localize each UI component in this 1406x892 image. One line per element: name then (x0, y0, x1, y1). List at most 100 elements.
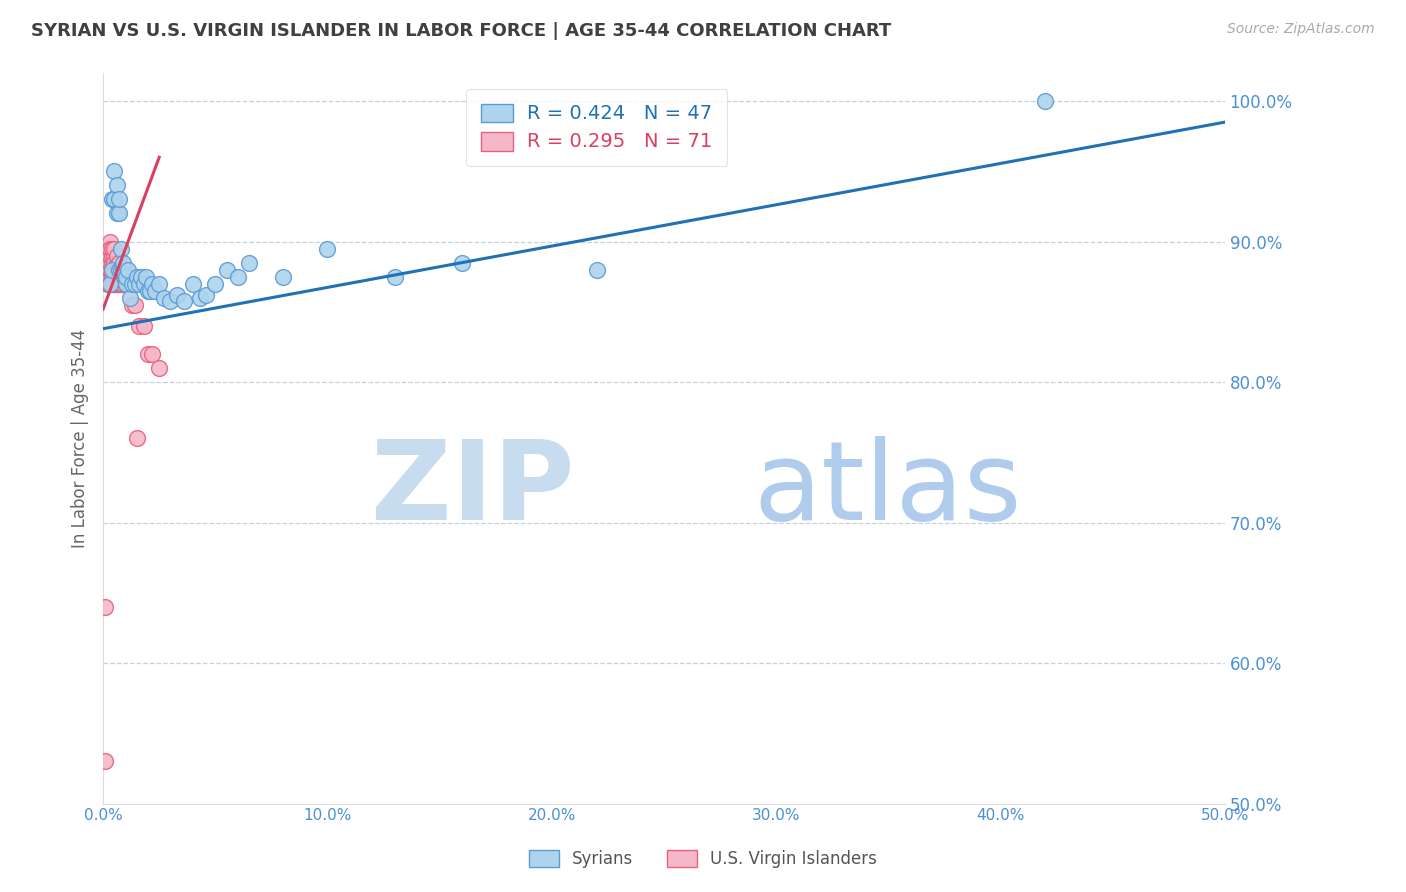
Point (98, 269, 121, 284)
Point (108, 262, 131, 277)
Point (103, 164, 125, 178)
Point (238, 255, 260, 269)
Point (132, 277, 155, 291)
Point (103, 255, 125, 269)
Point (112, 269, 135, 284)
Point (101, 269, 124, 284)
Point (101, 262, 124, 277)
Legend: R = 0.424   N = 47, R = 0.295   N = 71: R = 0.424 N = 47, R = 0.295 N = 71 (465, 89, 727, 166)
Point (98, 277, 121, 291)
Point (98, 255, 121, 269)
Point (114, 262, 136, 277)
Point (101, 249, 124, 263)
Point (152, 291, 174, 305)
Point (105, 255, 128, 269)
Point (101, 277, 124, 291)
Point (105, 249, 128, 263)
Text: atlas: atlas (754, 436, 1022, 543)
Point (103, 277, 125, 291)
Point (103, 269, 125, 284)
Point (108, 269, 131, 284)
Point (451, 255, 474, 269)
Point (125, 269, 148, 284)
Point (103, 269, 125, 284)
Point (97, 277, 120, 291)
Point (128, 277, 150, 291)
Point (136, 284, 159, 298)
Point (101, 277, 124, 291)
Point (112, 255, 135, 269)
Point (101, 193, 124, 207)
Point (97, 242, 120, 256)
Text: Source: ZipAtlas.com: Source: ZipAtlas.com (1227, 22, 1375, 37)
Point (97, 262, 120, 277)
Point (132, 318, 155, 333)
Point (117, 277, 139, 291)
Point (181, 277, 204, 291)
Point (103, 249, 125, 263)
Point (101, 255, 124, 269)
Point (114, 277, 136, 291)
Point (98, 242, 121, 256)
Point (215, 262, 238, 277)
Point (98, 262, 121, 277)
Point (97, 277, 120, 291)
Point (135, 269, 157, 284)
Point (204, 277, 226, 291)
Point (101, 269, 124, 284)
Point (105, 269, 128, 284)
Point (108, 206, 131, 220)
Point (1033, 94, 1056, 108)
Point (166, 288, 188, 302)
Point (159, 293, 181, 308)
Point (114, 277, 136, 291)
Point (136, 347, 159, 361)
Point (94, 599, 117, 614)
Point (143, 284, 166, 298)
Point (108, 277, 131, 291)
Point (103, 277, 125, 291)
Point (114, 269, 136, 284)
Point (117, 269, 139, 284)
Point (108, 277, 131, 291)
Point (94, 755, 117, 769)
Point (110, 269, 132, 284)
Point (108, 255, 131, 269)
Point (105, 206, 128, 220)
Point (121, 298, 143, 312)
Point (103, 255, 125, 269)
Point (98, 235, 121, 249)
Point (103, 277, 125, 291)
Legend: Syrians, U.S. Virgin Islanders: Syrians, U.S. Virgin Islanders (522, 843, 884, 875)
Text: SYRIAN VS U.S. VIRGIN ISLANDER IN LABOR FORCE | AGE 35-44 CORRELATION CHART: SYRIAN VS U.S. VIRGIN ISLANDER IN LABOR … (31, 22, 891, 40)
Y-axis label: In Labor Force | Age 35-44: In Labor Force | Age 35-44 (72, 329, 89, 548)
Point (110, 277, 132, 291)
Point (110, 277, 132, 291)
Point (125, 431, 148, 445)
Point (585, 262, 607, 277)
Point (316, 242, 339, 256)
Text: ZIP: ZIP (371, 436, 574, 543)
Point (105, 277, 128, 291)
Point (118, 277, 141, 291)
Point (103, 193, 125, 207)
Point (110, 242, 132, 256)
Point (108, 269, 131, 284)
Point (118, 291, 141, 305)
Point (124, 298, 146, 312)
Point (105, 178, 128, 193)
Point (101, 262, 124, 277)
Point (384, 269, 406, 284)
Point (226, 269, 249, 284)
Point (110, 262, 132, 277)
Point (108, 262, 131, 277)
Point (103, 242, 125, 256)
Point (105, 262, 128, 277)
Point (98, 242, 121, 256)
Point (105, 277, 128, 291)
Point (141, 277, 163, 291)
Point (98, 249, 121, 263)
Point (188, 291, 211, 305)
Point (148, 277, 170, 291)
Point (195, 288, 218, 302)
